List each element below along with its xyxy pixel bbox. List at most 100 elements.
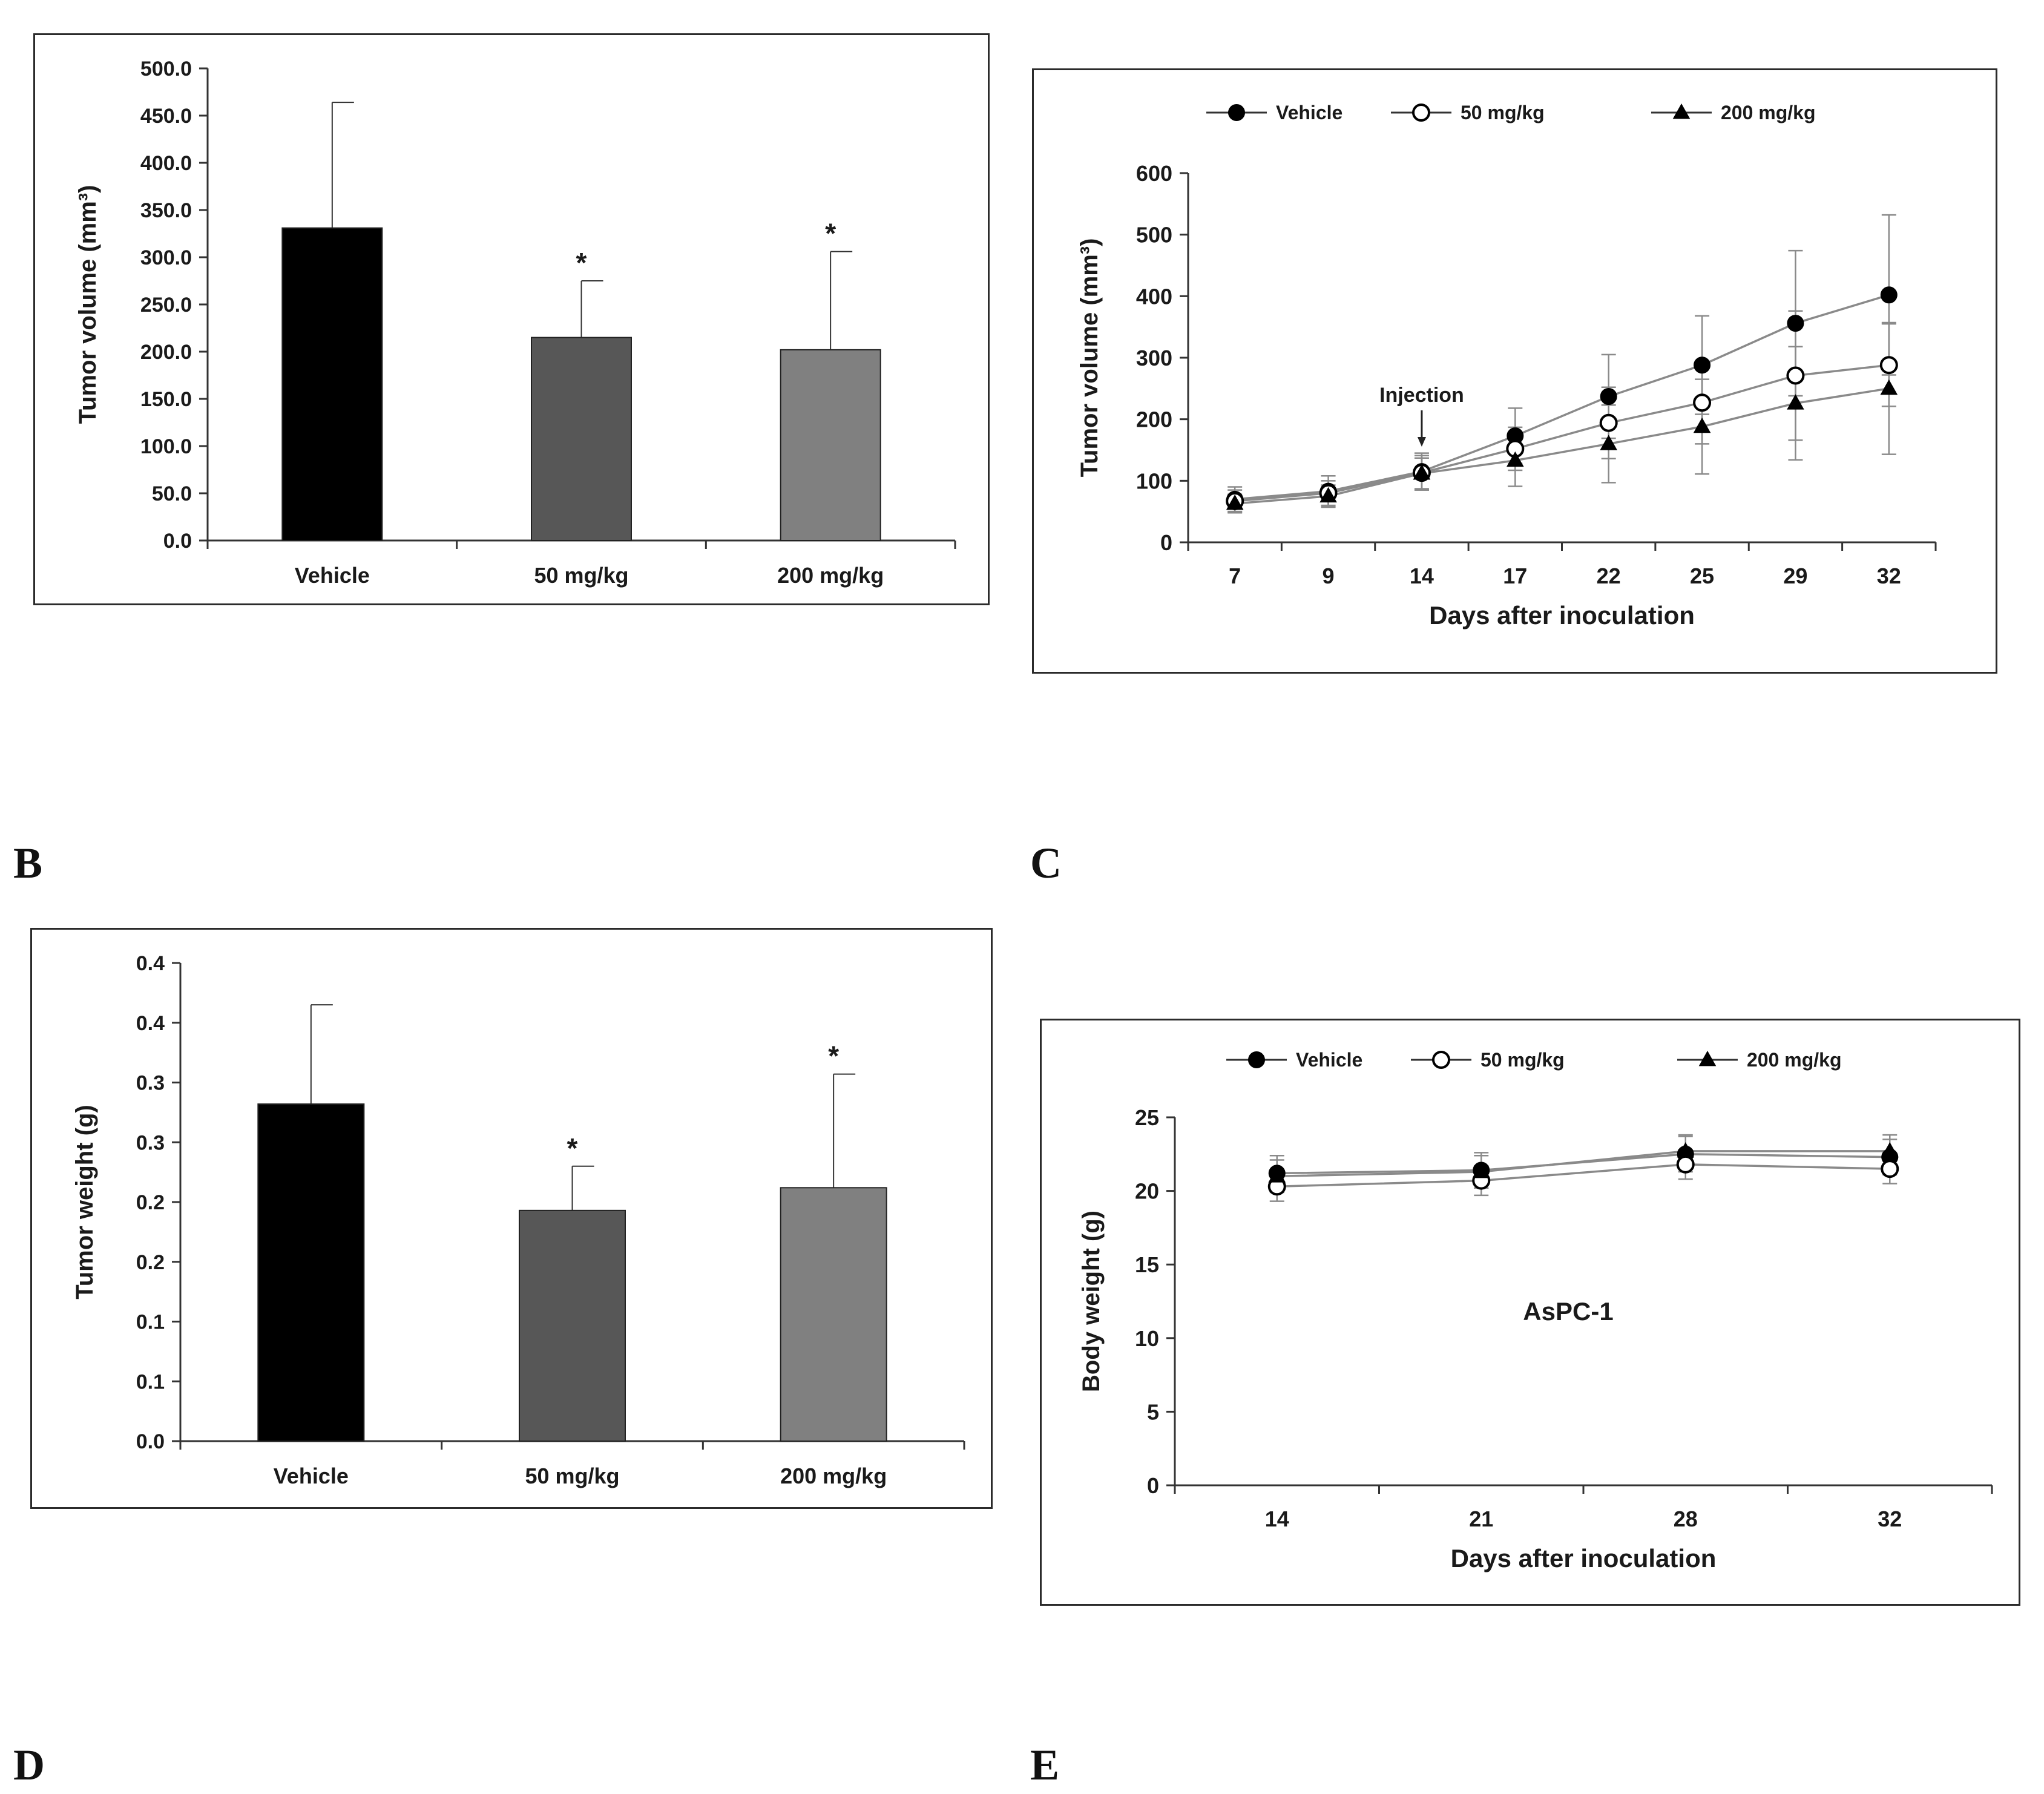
y-tick-label: 100 — [1136, 468, 1172, 493]
panel-label-b: B — [13, 839, 43, 887]
x-axis-title: Days after inoculation — [1451, 1544, 1717, 1572]
y-tick-label: 0.1 — [136, 1311, 165, 1334]
legend-label: 200 mg/kg — [1747, 1049, 1842, 1071]
data-point — [1693, 393, 1712, 412]
series-line — [1277, 1150, 1890, 1178]
significance-marker: * — [576, 247, 587, 278]
chart-panel-tumor-weight-bar: 0.0 0.1 0.1 0.2 0.2 0.3 0.3 0.4 0.4 Vehicle * 50 mg… — [30, 928, 993, 1509]
x-tick-label: 17 — [1503, 564, 1527, 588]
annotation-injection: Injection — [1379, 384, 1464, 407]
y-tick-label: 250.0 — [140, 294, 192, 317]
data-point — [1786, 366, 1805, 385]
data-point — [1880, 379, 1898, 395]
y-axis-title: Tumor volume (mm³) — [74, 185, 101, 424]
x-tick-label: Vehicle — [274, 1464, 349, 1488]
data-point — [1472, 1163, 1490, 1178]
series-line — [1235, 364, 1890, 502]
bar — [780, 1187, 887, 1442]
y-tick-label: 500.0 — [140, 58, 192, 80]
y-tick-label: 0.0 — [163, 530, 192, 553]
y-tick-label: 25 — [1135, 1105, 1159, 1130]
legend-label: 50 mg/kg — [1480, 1049, 1565, 1071]
x-tick-label: 9 — [1323, 564, 1335, 588]
x-tick-label: 200 mg/kg — [777, 563, 884, 588]
x-tick-label: 25 — [1690, 564, 1714, 588]
y-axis-title: Body weight (g) — [1078, 1211, 1105, 1392]
y-tick-label: 0.4 — [136, 1012, 165, 1035]
data-point — [1881, 1160, 1899, 1178]
y-tick-label: 300 — [1136, 346, 1172, 370]
bar — [519, 1209, 626, 1442]
x-tick-label: 32 — [1877, 564, 1901, 588]
chart-panel-tumor-volume-bar: 0.0 50.0 100.0 150.0 200.0 250.0 300.0 350.0 400… — [33, 33, 990, 605]
y-tick-label: 200 — [1136, 407, 1172, 432]
panel-label-d: D — [13, 1741, 45, 1789]
data-point — [1507, 451, 1524, 467]
data-point — [1787, 394, 1804, 410]
y-axis-title: Tumor volume (mm³) — [1076, 238, 1103, 478]
y-tick-label: 100.0 — [140, 435, 192, 458]
data-point — [1677, 1142, 1695, 1158]
y-tick-label: 0 — [1160, 530, 1172, 555]
data-point — [1599, 413, 1618, 432]
bar — [531, 337, 632, 541]
data-point — [1881, 1142, 1899, 1158]
chart-panel-body-weight-line: 0 5 10 15 20 25 14 21 28 32 Vehicle 50 mg/kg 200 mg/… — [1040, 1019, 2020, 1606]
data-point — [1412, 104, 1430, 122]
panel-label-c: C — [1030, 839, 1062, 887]
x-tick-label: 21 — [1469, 1506, 1493, 1531]
y-tick-label: 0.2 — [136, 1251, 165, 1274]
significance-marker: * — [828, 1040, 839, 1072]
annotation-cell-line: AsPC-1 — [1523, 1297, 1613, 1326]
x-tick-label: 14 — [1265, 1506, 1289, 1531]
series-line — [1277, 1153, 1890, 1175]
y-tick-label: 50.0 — [152, 482, 192, 505]
y-tick-label: 350.0 — [140, 199, 192, 222]
y-tick-label: 0.3 — [136, 1072, 165, 1095]
data-point — [1880, 286, 1898, 304]
y-tick-label: 150.0 — [140, 388, 192, 411]
bar-chart-tumor-volume: 0.0 50.0 100.0 150.0 200.0 250.0 300.0 350.0 400… — [74, 58, 956, 588]
data-point — [1226, 494, 1244, 510]
y-tick-label: 5 — [1147, 1399, 1159, 1424]
data-point — [1268, 1167, 1286, 1183]
bar-chart-tumor-weight: 0.0 0.1 0.1 0.2 0.2 0.3 0.3 0.4 0.4 Vehicle * 50 mg… — [71, 952, 965, 1488]
x-tick-label: 7 — [1229, 564, 1241, 588]
y-tick-label: 10 — [1135, 1326, 1159, 1351]
legend-label: Vehicle — [1296, 1049, 1362, 1071]
y-tick-label: 200.0 — [140, 341, 192, 364]
data-point — [1432, 1051, 1450, 1069]
y-tick-label: 15 — [1135, 1252, 1159, 1277]
data-point — [1698, 1051, 1717, 1066]
series-line — [1235, 387, 1890, 505]
x-tick-label: 50 mg/kg — [525, 1464, 619, 1488]
y-tick-label: 0.3 — [136, 1131, 165, 1154]
x-tick-label: 14 — [1410, 564, 1434, 588]
data-point — [1676, 1155, 1695, 1174]
y-tick-label: 0.4 — [136, 952, 165, 975]
y-tick-label: 0.2 — [136, 1191, 165, 1214]
y-tick-label: 500 — [1136, 223, 1172, 248]
significance-marker: * — [567, 1132, 578, 1164]
bar — [257, 1103, 365, 1442]
x-axis-title: Days after inoculation — [1429, 601, 1695, 629]
annotation-arrow-head — [1417, 437, 1426, 447]
y-tick-label: 300.0 — [140, 246, 192, 269]
y-tick-label: 450.0 — [140, 105, 192, 128]
data-point — [1879, 356, 1898, 375]
legend-label: Vehicle — [1276, 102, 1342, 123]
panel-label-e: E — [1030, 1741, 1060, 1789]
bar — [780, 349, 881, 541]
legend-label: 50 mg/kg — [1461, 102, 1545, 123]
x-tick-label: 32 — [1878, 1506, 1902, 1531]
y-tick-label: 400.0 — [140, 152, 192, 175]
x-tick-label: 29 — [1783, 564, 1807, 588]
line-chart-body-weight: 0 5 10 15 20 25 14 21 28 32 Vehicle 50 mg/kg 200 mg/… — [1078, 1049, 1993, 1572]
data-point — [1693, 417, 1711, 433]
data-point — [1319, 487, 1337, 503]
y-tick-label: 0.1 — [136, 1370, 165, 1393]
data-point — [1600, 435, 1617, 450]
data-point — [1248, 1051, 1265, 1068]
bar — [281, 227, 383, 541]
y-tick-label: 20 — [1135, 1179, 1159, 1204]
